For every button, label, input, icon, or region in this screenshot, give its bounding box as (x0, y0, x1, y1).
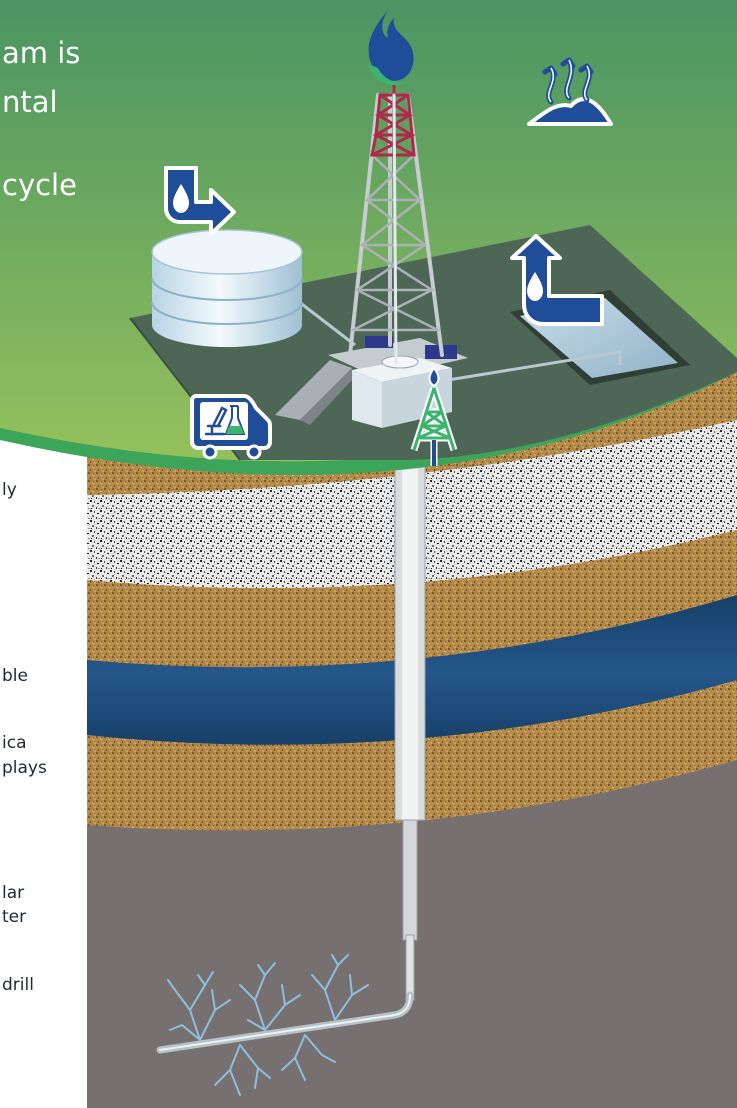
ramp-shade (300, 368, 352, 425)
wellbore (156, 459, 426, 1054)
fracture-2 (239, 962, 301, 1031)
text-fragment-1: ly (2, 480, 17, 500)
fracture-3 (311, 954, 369, 1021)
fracture-5 (281, 1034, 336, 1081)
evaporation-icon (527, 57, 613, 126)
text-fragment-3: ica (2, 733, 27, 753)
production-casing (402, 819, 418, 941)
lab-testing-icon (190, 394, 272, 460)
fracture-1 (167, 971, 231, 1041)
water-return-icon (510, 234, 604, 326)
headline-line-1: am is (2, 36, 81, 70)
text-fragment-6: ter (2, 907, 27, 927)
text-fragment-5: lar (2, 883, 25, 903)
storage-tank (151, 229, 303, 347)
flame-icon (368, 8, 414, 86)
drill-string (392, 93, 398, 364)
drill-bit-icon (410, 366, 458, 466)
headline-line-2: ntal (2, 85, 58, 119)
pad-surface (130, 225, 737, 460)
text-fragment-4: plays (2, 758, 47, 778)
text-fragment-7: drill (2, 975, 34, 995)
fracture-4 (214, 1044, 271, 1096)
equipment-skid-left (365, 336, 393, 348)
text-fragment-2: ble (2, 666, 28, 686)
well-pad (129, 225, 737, 461)
headline-line-3: cycle (2, 168, 77, 202)
fracture-network (167, 954, 369, 1096)
water-source-icon (164, 166, 236, 236)
access-ramp (275, 360, 352, 420)
drilling-derrick (348, 83, 444, 364)
